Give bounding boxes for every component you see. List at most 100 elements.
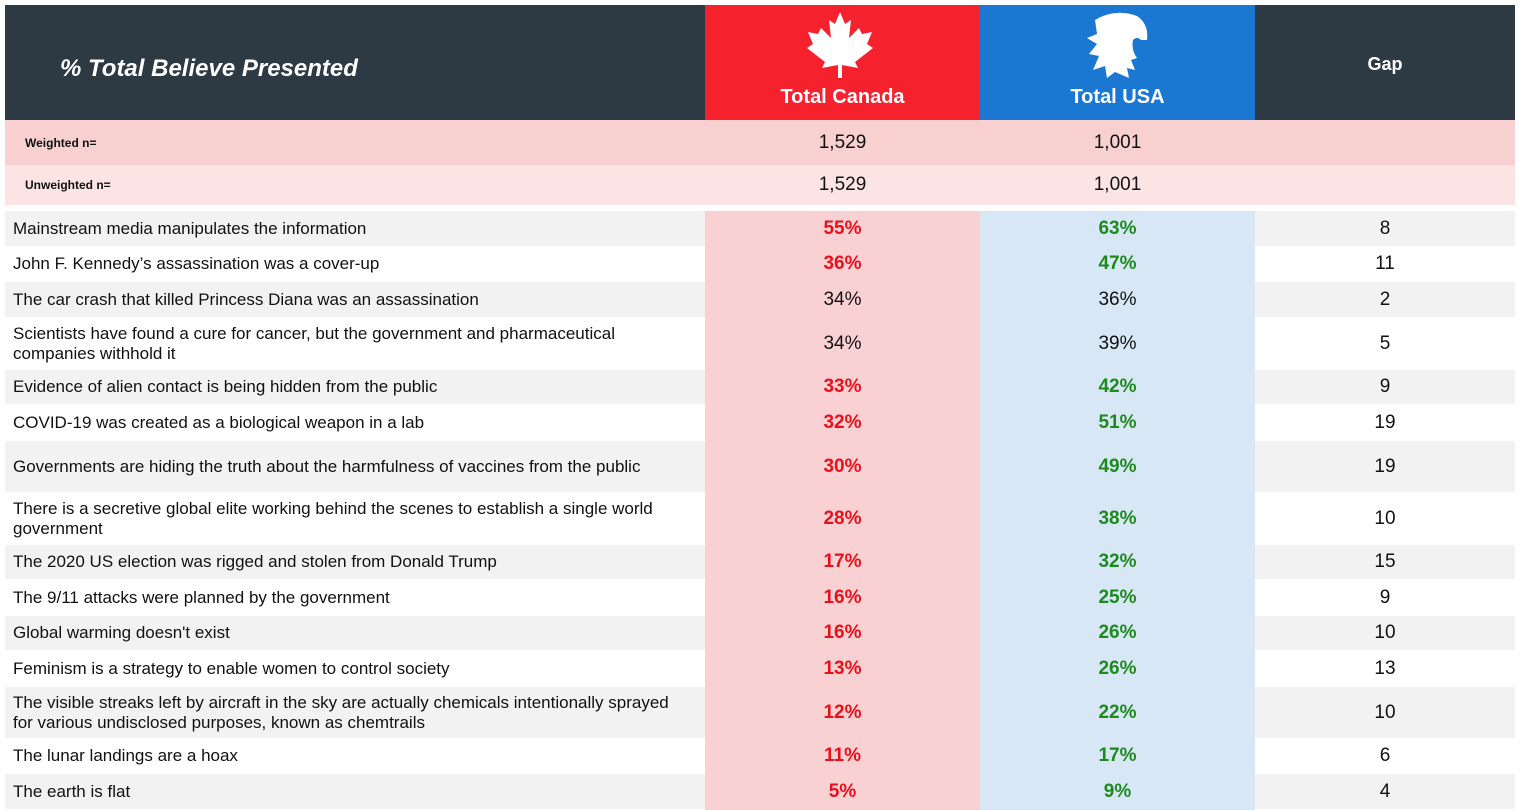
column-header: Total Canada: [780, 86, 905, 108]
sample-value: 1,001: [1093, 174, 1142, 195]
usa-value: 9%: [1103, 780, 1132, 802]
sample-value: 1,529: [818, 174, 867, 195]
canada-cell-bg: [705, 440, 980, 493]
gap-value: 15: [1374, 551, 1396, 573]
canada-cell-bg: [705, 211, 980, 247]
canada-value: 34%: [823, 288, 862, 310]
usa-cell-bg: [980, 405, 1255, 441]
usa-value: 26%: [1098, 622, 1137, 644]
usa-value: 51%: [1098, 411, 1137, 433]
canada-cell-bg: [705, 686, 980, 739]
canada-value: 16%: [823, 586, 862, 608]
eagle-icon: [1087, 12, 1148, 78]
canada-value: 55%: [823, 217, 862, 239]
canada-cell-bg: [705, 405, 980, 441]
canada-cell-bg: [705, 580, 980, 616]
usa-value: 32%: [1098, 551, 1137, 573]
column-header: Total USA: [1070, 86, 1165, 108]
usa-cell-bg: [980, 246, 1255, 282]
row-label: Feminism is a strategy to enable women t…: [13, 658, 450, 678]
usa-cell-bg: [980, 544, 1255, 580]
maple-leaf-icon: [807, 12, 873, 78]
page: % Total Believe Presented Total Canada T…: [5, 5, 1515, 810]
row-label: Evidence of alien contact is being hidde…: [13, 377, 438, 397]
row-label: Global warming doesn't exist: [13, 623, 230, 643]
row-label: COVID-19 was created as a biological wea…: [13, 412, 425, 432]
usa-value: 47%: [1098, 253, 1137, 275]
canada-cell-bg: [705, 738, 980, 774]
canada-cell-bg: [705, 369, 980, 405]
canada-cell-bg: [705, 492, 980, 545]
usa-cell-bg: [980, 440, 1255, 493]
usa-cell-bg: [980, 686, 1255, 739]
usa-cell-bg: [980, 651, 1255, 687]
sample-label: Weighted n=: [25, 135, 97, 150]
usa-value: 25%: [1098, 586, 1137, 608]
row-label: The visible streaks left by aircraft in …: [13, 692, 669, 732]
row-label: The 2020 US election was rigged and stol…: [13, 552, 497, 572]
sample-value: 1,001: [1093, 131, 1142, 153]
usa-cell-bg: [980, 211, 1255, 247]
usa-cell-bg: [980, 580, 1255, 616]
usa-cell-bg: [980, 492, 1255, 545]
row-label: Mainstream media manipulates the informa…: [13, 218, 367, 238]
canada-value: 33%: [823, 376, 862, 398]
gap-value: 10: [1374, 507, 1396, 529]
usa-value: 36%: [1098, 288, 1137, 310]
canada-cell-bg: [705, 246, 980, 282]
row-label: John F. Kennedy’s assassination was a co…: [13, 254, 380, 274]
canada-value: 12%: [823, 701, 862, 723]
canada-value: 28%: [823, 507, 862, 529]
gap-value: 4: [1379, 780, 1391, 802]
gap-value: 10: [1374, 622, 1396, 644]
canada-value: 34%: [823, 332, 862, 354]
row-label: The 9/11 attacks were planned by the gov…: [13, 587, 390, 607]
sample-row-bg: [5, 120, 1515, 165]
row-label: Scientists have found a cure for cancer,…: [13, 323, 615, 363]
sample-value: 1,529: [818, 131, 867, 153]
sample-row-bg: [5, 165, 1515, 205]
row-label: The lunar landings are a hoax: [13, 746, 238, 766]
gap-value: 19: [1374, 411, 1396, 433]
usa-value: 26%: [1098, 657, 1137, 679]
usa-value: 63%: [1098, 217, 1137, 239]
column-header: Gap: [1367, 54, 1403, 74]
canada-cell-bg: [705, 317, 980, 370]
gap-value: 19: [1374, 455, 1396, 477]
gap-value: 2: [1379, 288, 1391, 310]
row-label: The earth is flat: [13, 781, 131, 801]
usa-cell-bg: [980, 738, 1255, 774]
canada-value: 30%: [823, 455, 862, 477]
usa-value: 42%: [1098, 376, 1137, 398]
row-label: The car crash that killed Princess Diana…: [13, 289, 479, 309]
usa-value: 39%: [1098, 332, 1137, 354]
usa-value: 17%: [1098, 745, 1137, 767]
usa-value: 49%: [1098, 455, 1137, 477]
gap-value: 11: [1375, 253, 1395, 275]
usa-cell-bg: [980, 369, 1255, 405]
gap-value: 6: [1379, 745, 1391, 767]
gap-value: 9: [1379, 376, 1391, 398]
gap-value: 10: [1374, 701, 1396, 723]
usa-value: 38%: [1098, 507, 1137, 529]
canada-value: 13%: [823, 657, 862, 679]
canada-value: 11%: [824, 745, 861, 767]
canada-value: 5%: [828, 780, 857, 802]
gap-value: 13: [1374, 657, 1396, 679]
canada-cell-bg: [705, 544, 980, 580]
gap-value: 9: [1379, 586, 1391, 608]
sample-label: Unweighted n=: [25, 178, 111, 192]
canada-cell-bg: [705, 615, 980, 651]
canada-cell-bg: [705, 282, 980, 318]
usa-value: 22%: [1098, 701, 1137, 723]
row-label: Governments are hiding the truth about t…: [13, 456, 641, 476]
canada-value: 36%: [823, 253, 862, 275]
gap-value: 8: [1379, 217, 1391, 239]
canada-cell-bg: [705, 651, 980, 687]
usa-cell-bg: [980, 282, 1255, 318]
canada-value: 17%: [823, 551, 862, 573]
row-label: There is a secretive global elite workin…: [13, 498, 653, 538]
canada-value: 32%: [823, 411, 862, 433]
usa-cell-bg: [980, 615, 1255, 651]
usa-cell-bg: [980, 317, 1255, 370]
